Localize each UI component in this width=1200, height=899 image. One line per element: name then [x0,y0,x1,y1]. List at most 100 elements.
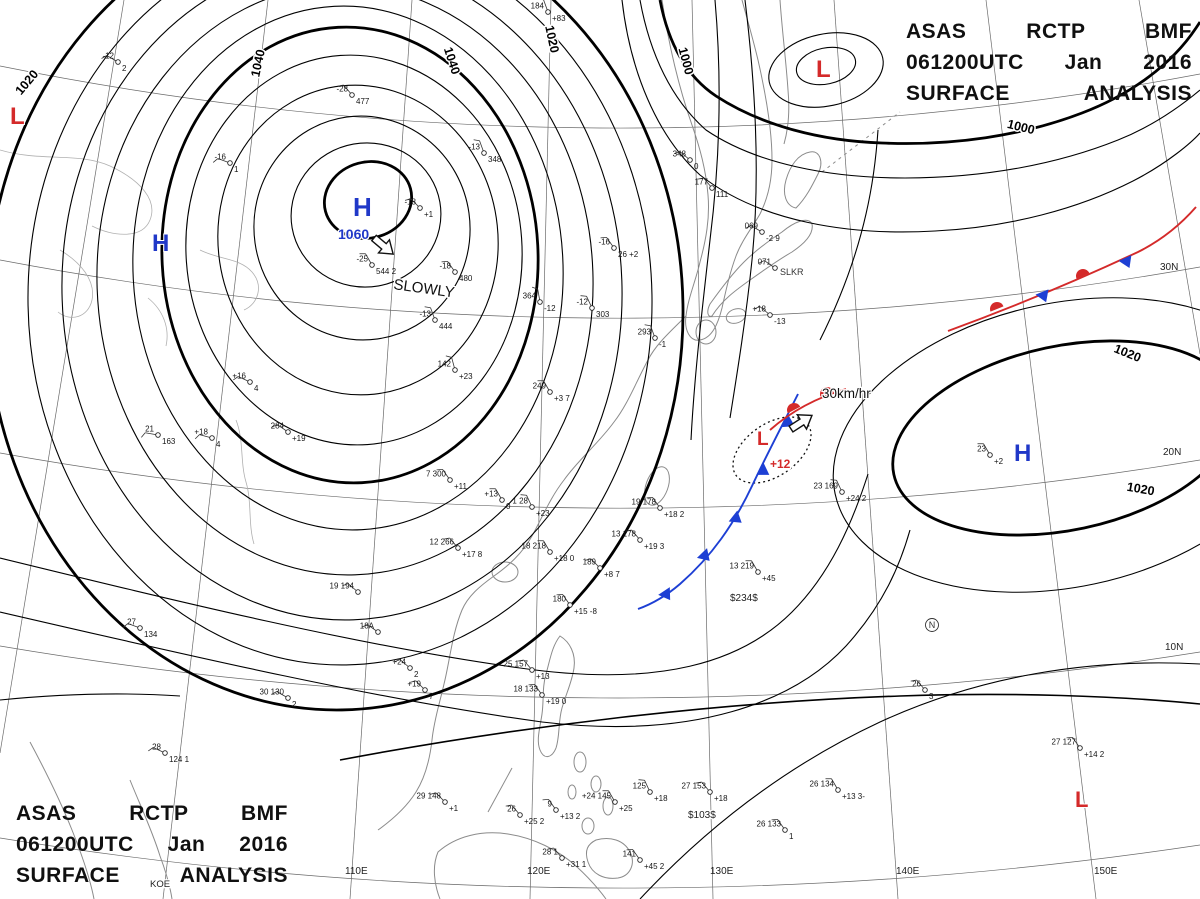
warm-front-symbol [787,403,801,414]
title-line-product: ASAS RCTP BMF [906,20,1192,43]
station-wind-barb-tick [429,792,436,795]
low-pressure-center: L [10,103,25,130]
station-wind-barb-tick [342,583,349,587]
high-pressure-center: H [1014,440,1031,467]
high-pressure-center: H [353,192,372,222]
station-value-lower: 4 [254,384,259,393]
latitude-label: 30N [1160,262,1178,273]
station-wind-barb-tick [542,798,549,801]
annotation-text: $234$ [730,593,758,604]
station-value-lower: +13 2 [560,812,581,821]
station-value-upper: 177 [695,178,709,187]
station-value-lower: +23 [459,372,473,381]
station-value-upper: +13 [484,490,498,499]
station-circle [247,379,253,385]
annotation-text: $103$ [688,810,716,821]
station-circle [432,317,438,323]
station-value-lower: +11 [454,482,468,491]
station-value-upper: 284 [271,422,285,431]
chart-title-top: ASAS RCTP BMF 061200UTC Jan 2016 SURFACE… [906,16,1192,109]
station-wind-barb-tick [233,376,239,381]
station-circle [155,432,161,438]
station-value-upper: 18 133 [514,685,539,694]
station-value-lower: +18 2 [664,510,685,519]
longitude-label: 110E [345,866,368,877]
station-value-lower: +18 0 [554,554,575,563]
station-wind-barb-tick [830,479,837,481]
station-wind-barb-tick [547,847,554,850]
station-value-lower: +2 [994,457,1004,466]
station-circle [567,602,573,608]
station-value-upper: 26 134 [810,780,835,789]
station-value-upper: 1 28 [512,497,528,506]
low-pressure-center: L [816,56,831,83]
cold-front-symbol [1035,289,1049,303]
station-wind-barb-tick [697,177,704,180]
station-wind-barb-tick [271,424,278,428]
station-value-upper: 27 127 [1052,738,1077,747]
station-circle [499,497,505,503]
station-value-upper: 184 [531,2,545,11]
motion-arrow-icon [788,414,813,433]
station-wind-barb-tick [531,286,538,290]
station-circle [137,625,143,631]
station-value-lower: 480 [459,274,473,283]
station-circle [547,549,553,555]
station-wind-barb-tick [626,848,633,851]
station-value-lower: +19 0 [546,697,567,706]
station-value-upper: -18 [404,198,416,207]
isobar-value-label: 1040 [248,48,267,78]
annotation-text: 1060 [338,226,369,242]
station-value-upper: 27 153 [682,782,707,791]
station-value-lower: 2 [292,700,297,709]
station-value-upper: 26 [507,805,516,814]
station-circle [529,504,535,510]
station-circle [369,262,375,268]
station-wind-barb-tick [638,779,645,781]
station-value-lower: 1 [234,165,239,174]
station-wind-barb-tick [194,434,200,440]
warm-front-symbol [990,302,1004,312]
station-circle [227,160,233,166]
station-circle [637,857,643,863]
station-value-lower: -12 [544,304,556,313]
annotation-text: +12 [770,457,791,471]
station-value-lower: +1 [449,804,459,813]
station-circle [597,565,603,571]
station-value-lower: 7 [429,692,434,701]
station-wind-barb-tick [644,324,651,327]
station-value-lower: 4 [216,440,221,449]
circled-symbol-ring [925,618,939,632]
station-circle [285,695,291,701]
station-wind-barb-tick [771,818,778,821]
station-wind-barb-tick [361,624,368,628]
station-value-lower: +19 [292,434,306,443]
station-value-upper: 189 [583,558,597,567]
station-value-upper: 249 [533,382,547,391]
station-value-lower: +17 8 [462,550,483,559]
station-value-upper: -18 [439,262,451,271]
station-wind-barb-tick [625,529,632,532]
station-value-lower: 134 [144,630,158,639]
station-circle [517,812,523,818]
station-value-upper: -12 [102,52,114,61]
station-circle [687,157,693,163]
station-wind-barb-tick [758,260,765,264]
station-circle [759,229,765,235]
station-wind-barb-tick [520,494,527,496]
station-value-upper: +24 145 [582,792,612,801]
annotation-text: SLKR [780,267,804,277]
station-wind-barb-tick [441,260,448,263]
station-value-lower: 163 [162,437,176,446]
station-value-upper: 26 133 [757,820,782,829]
station-value-lower: +19 3 [644,542,665,551]
station-wind-barb-tick [404,198,411,201]
station-wind-barb-tick [584,558,591,561]
station-circle [589,305,595,311]
station-wind-barb-tick [424,306,431,309]
station-value-upper: 348 [673,150,687,159]
longitude-label: 130E [710,866,734,877]
station-wind-barb-tick [271,691,277,695]
station-value-upper: 19 194 [330,582,355,591]
station-circle [553,807,559,813]
